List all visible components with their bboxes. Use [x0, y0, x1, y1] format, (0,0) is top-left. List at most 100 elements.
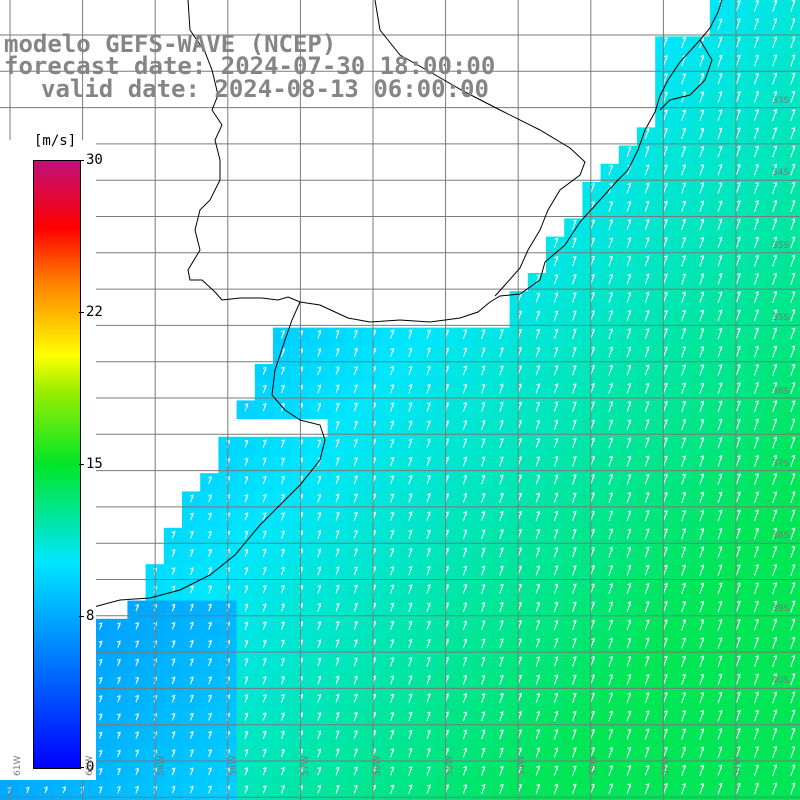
wind-arrow-head — [98, 786, 103, 791]
wind-arrow-head — [116, 713, 121, 718]
wind-arrow-head — [718, 709, 723, 715]
wind-arrow-head — [590, 474, 595, 479]
wind-arrow-head — [408, 657, 413, 662]
wind-arrow-head — [718, 145, 723, 151]
wind-arrow-head — [791, 272, 796, 278]
wind-arrow-head — [481, 547, 486, 552]
wind-arrow-head — [791, 290, 796, 296]
wind-arrow-head — [718, 455, 723, 460]
wind-arrow-head — [280, 330, 285, 335]
wind-arrow-head — [445, 711, 449, 716]
wind-arrow-head — [335, 675, 340, 680]
wind-arrow-head — [663, 783, 668, 788]
wind-arrow-head — [335, 366, 340, 371]
wind-arrow-head — [262, 439, 267, 444]
wind-arrow-head — [554, 601, 559, 606]
wind-arrow-head — [317, 639, 322, 644]
wind-arrow-head — [390, 784, 395, 789]
wind-arrow-head — [408, 711, 413, 716]
wind-arrow-head — [700, 619, 705, 624]
wind-arrow-head — [791, 654, 796, 660]
wind-arrow-head — [736, 673, 741, 678]
wind-arrow-head — [663, 91, 668, 96]
wind-arrow-head — [554, 474, 559, 479]
wind-arrow-head — [645, 710, 650, 715]
wind-arrow-head — [682, 782, 686, 788]
wind-arrow-head — [791, 199, 796, 205]
wind-arrow-head — [335, 475, 340, 480]
wind-arrow-head — [317, 384, 322, 389]
wind-arrow-head — [755, 291, 759, 296]
wind-arrow-head — [262, 603, 267, 608]
wind-arrow-head — [408, 347, 413, 352]
wind-arrow-head — [700, 437, 705, 442]
wind-arrow-head — [773, 90, 778, 96]
wind-arrow-head — [773, 382, 778, 387]
wind-arrow-head — [445, 474, 449, 480]
wind-arrow-head — [536, 619, 541, 625]
wind-arrow-head — [755, 527, 759, 533]
wind-arrow-head — [426, 766, 431, 771]
wind-arrow-head — [663, 510, 668, 515]
wind-arrow-head — [390, 657, 395, 662]
wind-arrow-head — [390, 420, 395, 425]
wind-arrow-head — [426, 656, 431, 662]
model-title: modelo GEFS-WAVE (NCEP) — [4, 30, 337, 58]
wind-arrow-head — [499, 711, 504, 716]
wind-arrow-head — [317, 621, 322, 626]
colorbar-tick-line — [79, 767, 84, 768]
wind-arrow-head — [317, 439, 322, 444]
wind-arrow-head — [682, 691, 686, 697]
wind-arrow-head — [791, 108, 796, 114]
wind-arrow-head — [280, 566, 285, 572]
wind-arrow-head — [280, 402, 285, 408]
wind-arrow-head — [609, 219, 613, 224]
wind-arrow-head — [463, 711, 468, 716]
wind-arrow-head — [280, 439, 285, 444]
wind-arrow-head — [554, 365, 559, 370]
wind-arrow-head — [718, 327, 723, 333]
wind-arrow-head — [408, 384, 413, 389]
wind-arrow-head — [135, 603, 139, 609]
wind-arrow-head — [135, 658, 139, 663]
wind-arrow-head — [518, 547, 522, 552]
wind-arrow-head — [390, 566, 395, 571]
wind-arrow-head — [718, 600, 723, 606]
wind-arrow-head — [663, 55, 668, 60]
wind-arrow-head — [189, 785, 194, 790]
wind-arrow-head — [353, 511, 358, 517]
wind-arrow-head — [153, 603, 158, 609]
wind-arrow-head — [791, 0, 796, 5]
wind-arrow-head — [463, 511, 468, 516]
wind-arrow-head — [663, 582, 668, 588]
wind-arrow-head — [262, 585, 267, 590]
wind-arrow-head — [773, 54, 778, 59]
wind-arrow-head — [609, 728, 613, 734]
wind-arrow-head — [736, 218, 741, 223]
wind-arrow-head — [390, 438, 395, 444]
wind-arrow-head — [280, 475, 285, 481]
wind-arrow-head — [244, 475, 249, 481]
wind-arrow-head — [208, 694, 212, 699]
wind-arrow-head — [408, 493, 413, 498]
wind-arrow-head — [736, 782, 741, 787]
wind-arrow-head — [116, 694, 121, 700]
wind-arrow-head — [262, 767, 267, 772]
wind-arrow-head — [171, 567, 176, 572]
wind-arrow-head — [390, 675, 395, 680]
wind-arrow-head — [518, 310, 522, 315]
wind-arrow-head — [590, 201, 595, 206]
wind-arrow-head — [700, 327, 705, 333]
wind-arrow-head — [755, 509, 759, 514]
wind-arrow-head — [317, 329, 322, 335]
wind-arrow-head — [98, 622, 103, 627]
longitude-label: 52W — [661, 755, 671, 776]
wind-arrow-head — [645, 255, 650, 260]
wind-arrow-head — [700, 236, 705, 242]
wind-arrow-head — [463, 401, 468, 407]
wind-arrow-head — [445, 675, 449, 680]
wind-arrow-head — [445, 347, 449, 352]
wind-arrow-head — [572, 273, 577, 279]
colorbar-tick-label: 0 — [86, 759, 95, 775]
